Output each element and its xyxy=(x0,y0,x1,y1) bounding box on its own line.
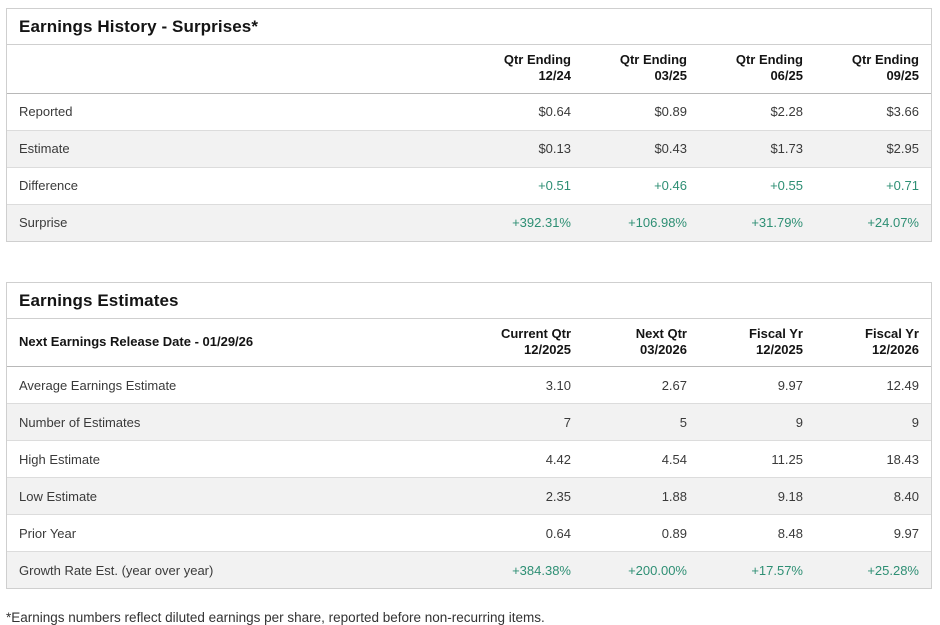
table-row-estimate: Estimate $0.13 $0.43 $1.73 $2.95 xyxy=(7,130,931,168)
column-header-fiscal-yr-2025: Fiscal Yr 12/2025 xyxy=(699,318,815,367)
column-header-line2: 12/2026 xyxy=(872,341,919,357)
cell-value: 11.25 xyxy=(699,440,815,478)
cell-value-positive: +24.07% xyxy=(867,215,919,230)
cell-value-positive: +384.38% xyxy=(512,562,571,578)
column-header-line1: Qtr Ending xyxy=(735,52,803,67)
column-header-qtr-1224: Qtr Ending 12/24 xyxy=(467,45,583,94)
table-row-difference: Difference +0.51 +0.46 +0.55 +0.71 xyxy=(7,167,931,205)
cell-value: 18.43 xyxy=(815,440,931,478)
column-header-line1: Next Qtr xyxy=(635,325,687,341)
cell-value-positive: +0.46 xyxy=(583,167,699,205)
table-row-prior-year: Prior Year 0.64 0.89 8.48 9.97 xyxy=(7,514,931,552)
cell-value-positive: +392.31% xyxy=(512,215,571,230)
column-header-line2: 03/25 xyxy=(654,68,687,84)
earnings-history-title: Earnings History - Surprises* xyxy=(7,9,931,45)
table-row-growth-rate-est: Growth Rate Est. (year over year) +384.3… xyxy=(7,551,931,588)
earnings-history-table: Qtr Ending 12/24 Qtr Ending 03/25 Qtr En… xyxy=(7,45,931,241)
cell-value: $0.89 xyxy=(583,93,699,131)
cell-value: 7 xyxy=(467,403,583,441)
next-earnings-release-date: Next Earnings Release Date - 01/29/26 xyxy=(7,318,467,367)
column-header-qtr-0925: Qtr Ending 09/25 xyxy=(815,45,931,94)
earnings-estimates-table: Next Earnings Release Date - 01/29/26 Cu… xyxy=(7,318,931,588)
row-label: Difference xyxy=(7,167,467,205)
cell-value: 8.40 xyxy=(815,477,931,515)
cell-value-positive: +0.51 xyxy=(467,167,583,205)
cell-value: 9 xyxy=(815,403,931,441)
earnings-footnote: *Earnings numbers reflect diluted earnin… xyxy=(6,610,545,625)
row-label: Low Estimate xyxy=(7,477,467,515)
table-row-number-of-estimates: Number of Estimates 7 5 9 9 xyxy=(7,403,931,441)
earnings-estimates-panel: Earnings Estimates Next Earnings Release… xyxy=(6,281,932,589)
cell-value: 9.97 xyxy=(699,366,815,404)
column-header-line2: 12/2025 xyxy=(524,341,571,357)
earnings-estimates-header-row: Next Earnings Release Date - 01/29/26 Cu… xyxy=(7,318,931,367)
column-header-line1: Qtr Ending xyxy=(851,52,919,67)
cell-value-positive: +25.28% xyxy=(867,562,919,578)
cell-value-positive: +17.57% xyxy=(751,562,803,578)
cell-value: 4.54 xyxy=(583,440,699,478)
column-header-line2: 06/25 xyxy=(770,68,803,84)
cell-value-positive: +0.71 xyxy=(815,167,931,205)
row-label: Average Earnings Estimate xyxy=(7,366,467,404)
column-header-qtr-0625: Qtr Ending 06/25 xyxy=(699,45,815,94)
cell-value: 0.89 xyxy=(583,514,699,552)
column-header-line2: 12/2025 xyxy=(756,341,803,357)
cell-value: 9 xyxy=(699,403,815,441)
cell-value: $1.73 xyxy=(699,130,815,168)
column-header-line2: 09/25 xyxy=(886,68,919,84)
column-header-line1: Current Qtr xyxy=(500,325,571,341)
row-label: Growth Rate Est. (year over year) xyxy=(19,562,214,578)
table-row-low-estimate: Low Estimate 2.35 1.88 9.18 8.40 xyxy=(7,477,931,515)
cell-value: 0.64 xyxy=(467,514,583,552)
cell-value-positive: +106.98% xyxy=(628,215,687,230)
column-header-line1: Qtr Ending xyxy=(503,52,571,67)
cell-value: $0.64 xyxy=(467,93,583,131)
cell-value: 3.10 xyxy=(467,366,583,404)
column-header-line1: Fiscal Yr xyxy=(749,325,803,341)
column-header-next-qtr: Next Qtr 03/2026 xyxy=(583,318,699,367)
cell-value: $0.13 xyxy=(467,130,583,168)
column-header-line1: Fiscal Yr xyxy=(865,325,919,341)
cell-value: 4.42 xyxy=(467,440,583,478)
cell-value: 2.35 xyxy=(467,477,583,515)
cell-value: 2.67 xyxy=(583,366,699,404)
earnings-history-header-row: Qtr Ending 12/24 Qtr Ending 03/25 Qtr En… xyxy=(7,45,931,94)
row-label: Prior Year xyxy=(7,514,467,552)
table-row-reported: Reported $0.64 $0.89 $2.28 $3.66 xyxy=(7,93,931,131)
column-header-qtr-0325: Qtr Ending 03/25 xyxy=(583,45,699,94)
earnings-history-panel: Earnings History - Surprises* Qtr Ending… xyxy=(6,8,932,242)
row-label: Surprise xyxy=(19,215,68,230)
column-header-fiscal-yr-2026: Fiscal Yr 12/2026 xyxy=(815,318,931,367)
row-label: Estimate xyxy=(7,130,467,168)
cell-value: 1.88 xyxy=(583,477,699,515)
cell-value-positive: +200.00% xyxy=(628,562,687,578)
table-row-average-earnings-estimate: Average Earnings Estimate 3.10 2.67 9.97… xyxy=(7,366,931,404)
cell-value: $2.95 xyxy=(815,130,931,168)
earnings-estimates-title: Earnings Estimates xyxy=(7,283,931,319)
cell-value: 12.49 xyxy=(815,366,931,404)
table-row-surprise: Surprise +392.31% +106.98% +31.79% +24.0… xyxy=(7,204,931,241)
empty-header-cell xyxy=(7,45,467,94)
cell-value: $3.66 xyxy=(815,93,931,131)
column-header-line2: 12/24 xyxy=(538,68,571,84)
cell-value: 9.18 xyxy=(699,477,815,515)
row-label: Number of Estimates xyxy=(7,403,467,441)
column-header-line2: 03/2026 xyxy=(640,341,687,357)
cell-value-positive: +0.55 xyxy=(699,167,815,205)
cell-value-positive: +31.79% xyxy=(751,215,803,230)
column-header-line1: Qtr Ending xyxy=(619,52,687,67)
cell-value: 9.97 xyxy=(815,514,931,552)
cell-value: $0.43 xyxy=(583,130,699,168)
cell-value: $2.28 xyxy=(699,93,815,131)
row-label: Reported xyxy=(7,93,467,131)
column-header-current-qtr: Current Qtr 12/2025 xyxy=(467,318,583,367)
row-label: High Estimate xyxy=(7,440,467,478)
cell-value: 5 xyxy=(583,403,699,441)
table-row-high-estimate: High Estimate 4.42 4.54 11.25 18.43 xyxy=(7,440,931,478)
cell-value: 8.48 xyxy=(699,514,815,552)
